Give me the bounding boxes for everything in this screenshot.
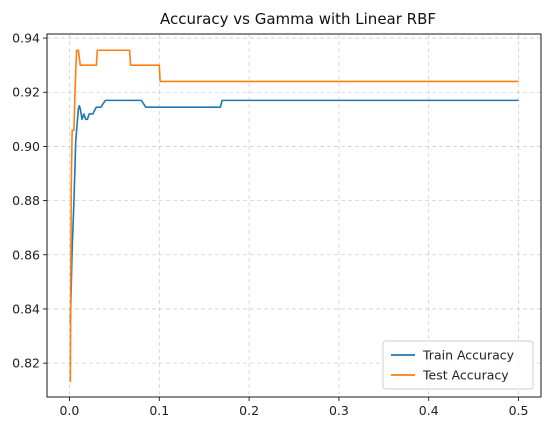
axes-layer: 0.0 0.1 0.2 0.3 0.4 0.5 0.82 0.84 0.86 0.88 0.90 0.… [12, 31, 542, 418]
plot-frame [46, 33, 542, 398]
series-line-train-accuracy [69, 99, 519, 323]
y-tick-label: 0.94 [12, 31, 40, 46]
x-tick-label: 0.3 [329, 403, 349, 418]
legend-label: Train Accuracy [422, 348, 515, 363]
y-tick-label: 0.92 [12, 85, 40, 100]
legend-label: Test Accuracy [422, 368, 509, 383]
x-tick-label: 0.2 [239, 403, 259, 418]
legend-box [382, 340, 534, 390]
x-tick-label: 0.1 [149, 403, 169, 418]
x-tick-label: 0.4 [419, 403, 439, 418]
grid-layer [47, 34, 541, 397]
y-tick-label: 0.84 [12, 301, 40, 316]
series-line-test-accuracy [69, 49, 519, 383]
y-tick-label: 0.90 [12, 139, 40, 154]
y-tick-label: 0.86 [12, 247, 40, 262]
x-tick-label: 0.0 [60, 403, 80, 418]
y-tick-label: 0.88 [12, 193, 40, 208]
series-layer [69, 49, 519, 383]
chart-title: Accuracy vs Gamma with Linear RBF [160, 10, 436, 28]
x-tick-label: 0.5 [509, 403, 529, 418]
legend: Train Accuracy Test Accuracy [382, 340, 534, 390]
y-tick-label: 0.82 [12, 356, 40, 371]
